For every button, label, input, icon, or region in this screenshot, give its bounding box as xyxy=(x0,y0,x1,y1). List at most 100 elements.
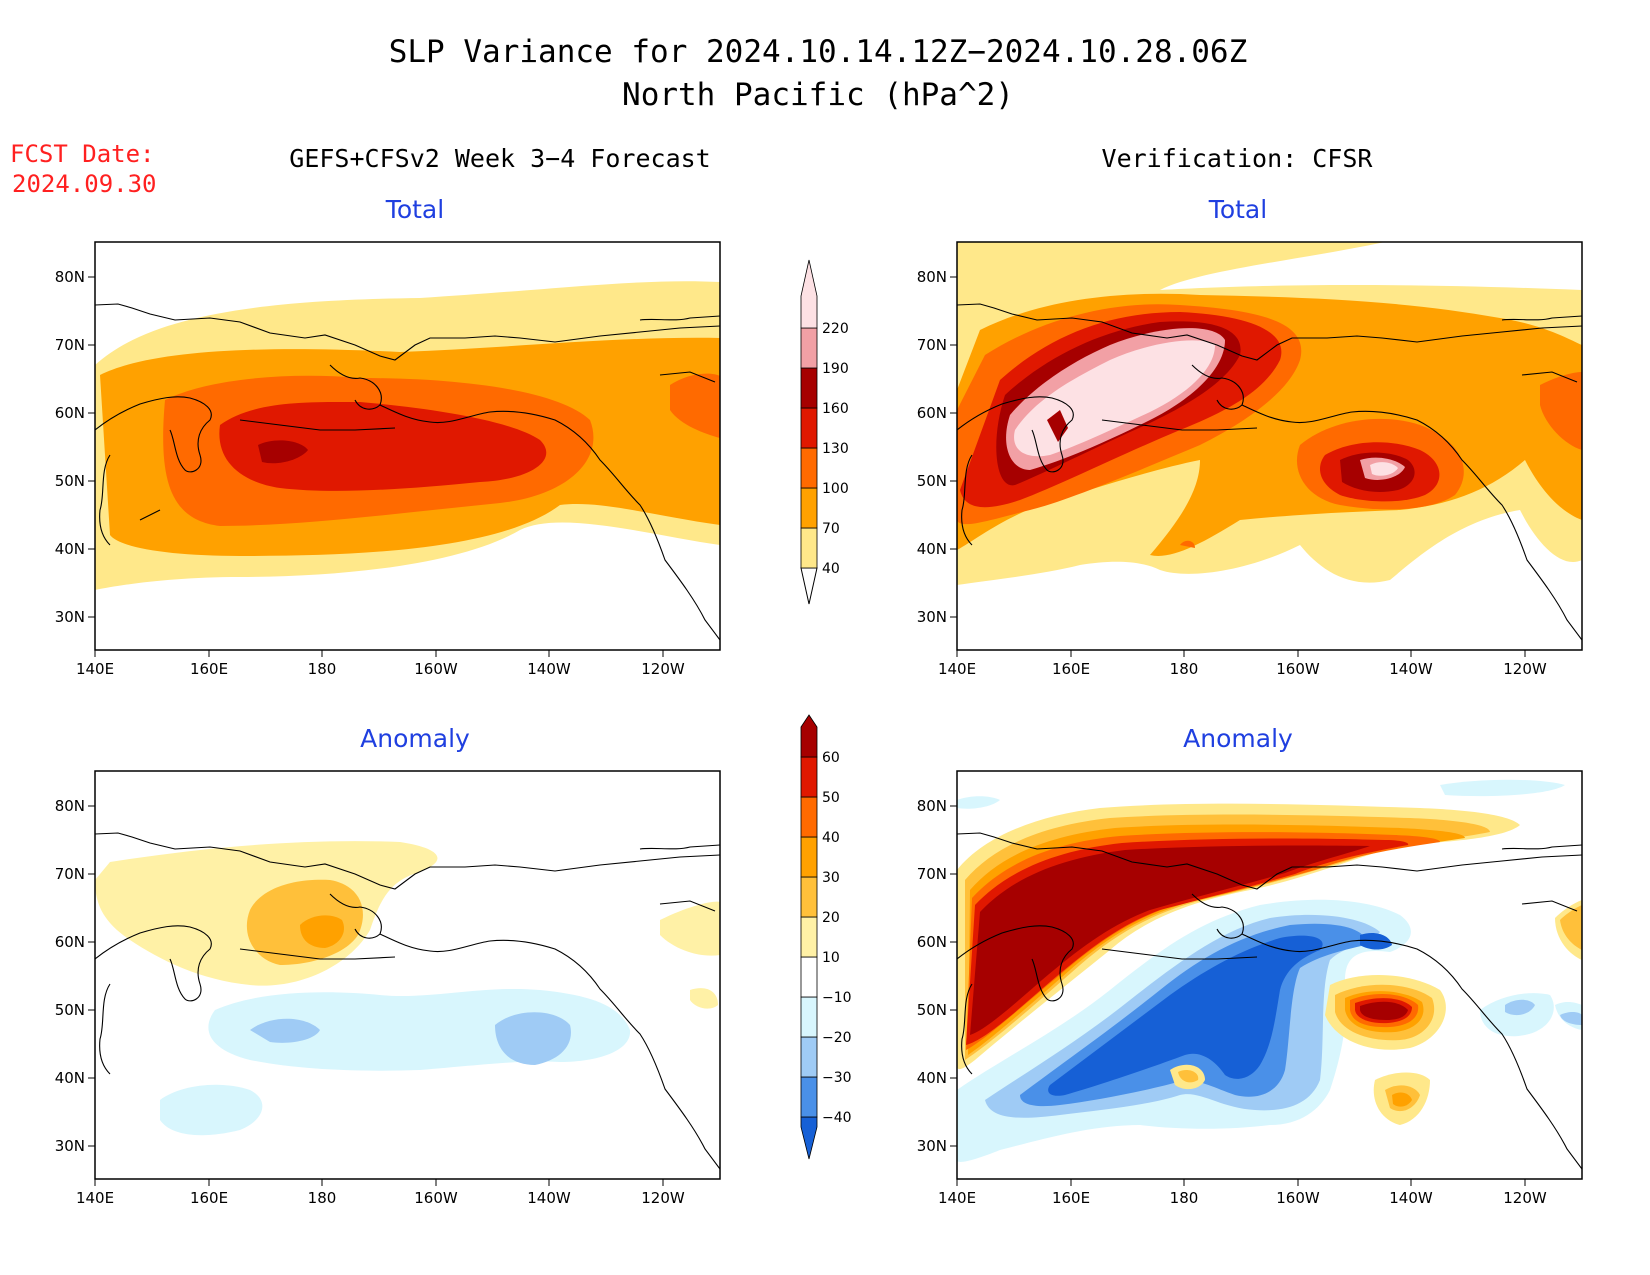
ytick-label: 60N xyxy=(55,404,85,422)
xtick-label: 160E xyxy=(1052,1189,1090,1207)
fcst-label: FCST Date: xyxy=(10,140,155,168)
colorbar-anomaly-label: 20 xyxy=(822,910,840,926)
plot-frame-forecast-anomaly xyxy=(94,770,721,1180)
panel-verification-anomaly: 140E 160E 180 160W 140W 120W 30N 40N 50N… xyxy=(917,770,1583,1207)
xtick-label: 120W xyxy=(1503,1189,1547,1207)
ytick-label: 50N xyxy=(917,472,947,490)
panel-forecast-anomaly: 140E 160E 180 160W 140W 120W 30N 40N 50N… xyxy=(55,770,721,1207)
title-line2: North Pacific (hPa^2) xyxy=(622,77,1014,113)
ytick-label: 60N xyxy=(55,933,85,951)
colorbar-total-label: 70 xyxy=(822,521,840,537)
ytick-label: 80N xyxy=(55,797,85,815)
ytick-label: 80N xyxy=(917,268,947,286)
colorbar-anomaly-swatch xyxy=(800,996,818,1038)
colorbar-anomaly-swatch xyxy=(800,916,818,958)
ytick-label: 60N xyxy=(917,933,947,951)
xtick-label: 160E xyxy=(1052,660,1090,678)
ytick-label: 60N xyxy=(917,404,947,422)
xtick-label: 140E xyxy=(938,660,976,678)
colorbar-anomaly-label: 60 xyxy=(822,750,840,766)
colorbar-anomaly-swatch xyxy=(800,956,818,998)
xtick-label: 140W xyxy=(527,660,571,678)
plot-frame-forecast-total xyxy=(94,241,721,651)
colorbar-total-swatch xyxy=(800,487,818,529)
ytick-labels-verification-total: 30N 40N 50N 60N 70N 80N xyxy=(917,268,947,626)
ytick-label: 70N xyxy=(55,336,85,354)
xtick-label: 180 xyxy=(308,1189,337,1207)
xtick-label: 140W xyxy=(1389,1189,1433,1207)
ytick-label: 40N xyxy=(55,1069,85,1087)
axis-ticks-verification-anomaly xyxy=(950,805,1526,1186)
colorbar-total-swatch xyxy=(800,259,818,329)
xtick-label: 140W xyxy=(1389,660,1433,678)
colorbar-total-swatch xyxy=(800,527,818,569)
xtick-labels-forecast-total: 140E 160E 180 160W 140W 120W xyxy=(76,660,685,678)
plot-frame-verification-anomaly xyxy=(956,770,1583,1180)
colorbar-anomaly-swatch xyxy=(800,796,818,838)
panel-title-verification-total: Total xyxy=(1208,195,1267,224)
colorbar-total-label: 160 xyxy=(822,401,849,417)
colorbar-anomaly-swatch xyxy=(800,1036,818,1078)
xtick-label: 120W xyxy=(1503,660,1547,678)
panel-title-forecast-anomaly: Anomaly xyxy=(360,724,470,753)
panel-title-forecast-total: Total xyxy=(385,195,444,224)
colorbar-total-label: 130 xyxy=(822,441,849,457)
panel-title-verification-anomaly: Anomaly xyxy=(1183,724,1293,753)
ytick-label: 30N xyxy=(917,608,947,626)
ytick-label: 40N xyxy=(55,540,85,558)
colorbar-total-swatch xyxy=(800,447,818,489)
xtick-label: 160W xyxy=(1276,1189,1320,1207)
colorbar-total-bottom-tail xyxy=(800,567,818,605)
ytick-label: 30N xyxy=(55,608,85,626)
ytick-labels-forecast-anomaly: 30N 40N 50N 60N 70N 80N xyxy=(55,797,85,1155)
contours-forecast-anomaly xyxy=(95,841,720,1136)
colorbar-anomaly-swatch xyxy=(800,714,818,758)
colorbar-total-swatch xyxy=(800,327,818,369)
ytick-label: 70N xyxy=(55,865,85,883)
ytick-labels-verification-anomaly: 30N 40N 50N 60N 70N 80N xyxy=(917,797,947,1155)
colorbar-anomaly-label: −10 xyxy=(822,990,852,1006)
ytick-label: 50N xyxy=(917,1001,947,1019)
axis-ticks-verification-total xyxy=(950,276,1526,657)
ytick-label: 50N xyxy=(55,472,85,490)
fcst-date: 2024.09.30 xyxy=(12,170,157,198)
title-line1: SLP Variance for 2024.10.14.12Z−2024.10.… xyxy=(389,34,1248,70)
xtick-label: 160W xyxy=(1276,660,1320,678)
column-title-forecast: GEFS+CFSv2 Week 3−4 Forecast xyxy=(289,144,710,173)
colorbar-anomaly-label: 50 xyxy=(822,790,840,806)
coastlines-verification-total xyxy=(957,303,1582,641)
xtick-labels-verification-anomaly: 140E 160E 180 160W 140W 120W xyxy=(938,1189,1547,1207)
colorbar-total-label: 220 xyxy=(822,321,849,337)
xtick-label: 140E xyxy=(76,1189,114,1207)
colorbar-anomaly-label: −40 xyxy=(822,1110,852,1126)
axis-ticks-forecast-total xyxy=(88,276,664,657)
ytick-label: 80N xyxy=(55,268,85,286)
ytick-labels-forecast-total: 30N 40N 50N 60N 70N 80N xyxy=(55,268,85,626)
colorbar-anomaly: −40 −30 −20 −10 10 20 30 40 50 60 xyxy=(800,714,852,1160)
coastlines-forecast-anomaly xyxy=(95,832,720,1170)
xtick-label: 120W xyxy=(641,1189,685,1207)
panel-verification-total: 140E 160E 180 160W 140W 120W 30N 40N 50N… xyxy=(917,241,1583,678)
colorbar-total: 40 70 100 130 160 190 220 xyxy=(800,259,849,605)
coastlines-verification-anomaly xyxy=(957,832,1582,1170)
xtick-label: 180 xyxy=(1170,1189,1199,1207)
xtick-label: 160E xyxy=(190,1189,228,1207)
colorbar-total-swatch xyxy=(800,407,818,449)
ytick-label: 50N xyxy=(55,1001,85,1019)
colorbar-total-swatch xyxy=(800,367,818,409)
colorbar-anomaly-label: −20 xyxy=(822,1030,852,1046)
plot-frame-verification-total xyxy=(956,241,1583,651)
colorbar-anomaly-label: 40 xyxy=(822,830,840,846)
xtick-label: 160E xyxy=(190,660,228,678)
xtick-label: 160W xyxy=(414,1189,458,1207)
ytick-label: 70N xyxy=(917,336,947,354)
column-title-verification: Verification: CFSR xyxy=(1102,144,1374,173)
panel-forecast-total: 140E 160E 180 160W 140W 120W 30N 40N 50N… xyxy=(55,241,721,678)
colorbar-anomaly-swatch xyxy=(800,1116,818,1160)
colorbar-total-label: 40 xyxy=(822,561,840,577)
xtick-label: 140E xyxy=(938,1189,976,1207)
colorbar-anomaly-swatch xyxy=(800,836,818,878)
xtick-label: 180 xyxy=(1170,660,1199,678)
xtick-label: 140W xyxy=(527,1189,571,1207)
